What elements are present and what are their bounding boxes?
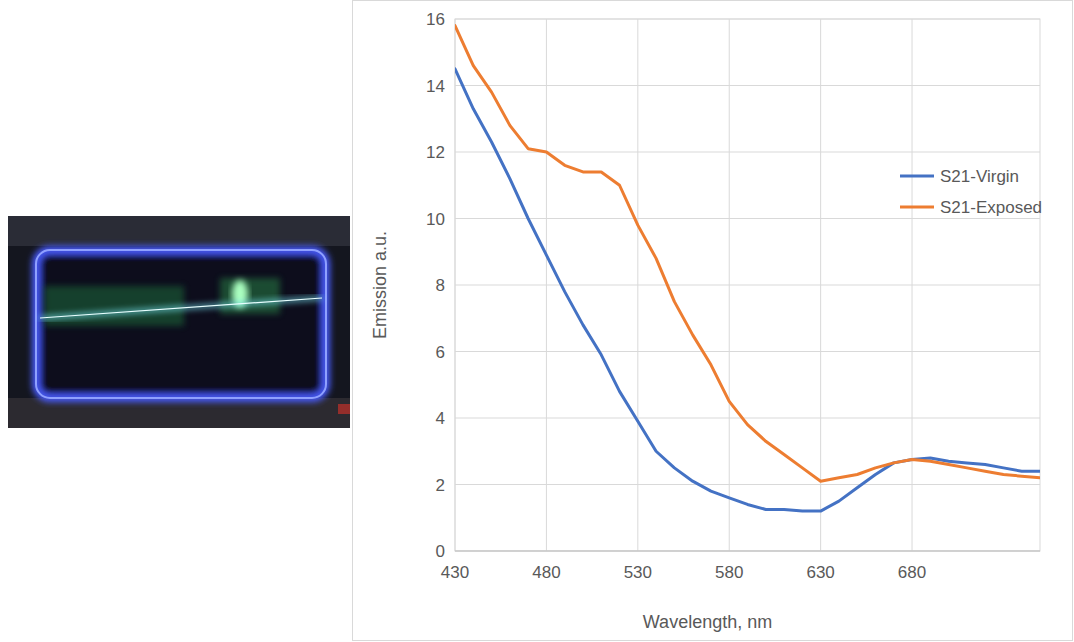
x-tick-label: 630 (806, 563, 834, 582)
y-grid-line (455, 85, 1040, 86)
photo-top (8, 216, 350, 246)
y-tick-label: 2 (436, 476, 445, 495)
y-tick-label: 0 (436, 542, 445, 561)
x-tick-label: 680 (898, 563, 926, 582)
x-axis-title: Wavelength, nm (643, 612, 772, 632)
x-grid-line (729, 19, 730, 551)
x-grid-line (820, 19, 821, 551)
y-tick-label: 14 (426, 77, 445, 96)
y-tick-label: 16 (426, 10, 445, 29)
y-grid-line (455, 418, 1040, 419)
y-tick-label: 6 (436, 343, 445, 362)
beam-line (40, 298, 322, 318)
chart-area (353, 1, 1073, 641)
red-light (338, 404, 350, 414)
series-line (455, 26, 1040, 482)
data-lines (455, 26, 1040, 511)
y-grid-line (455, 484, 1040, 485)
y-grid-line (455, 218, 1040, 219)
figure: 0 2 4 6 8 10 12 14 16 430 480 530 580 630 680 Wavelengt… (0, 0, 1074, 642)
photo-background (8, 216, 350, 428)
green-glow (44, 286, 184, 326)
legend-swatch (900, 175, 934, 178)
y-tick-label: 12 (426, 143, 445, 162)
beam-core (40, 298, 322, 318)
x-tick-label: 580 (715, 563, 743, 582)
photo-content (8, 216, 350, 428)
x-tick-label: 430 (441, 563, 469, 582)
glow-frame-core (36, 250, 326, 398)
green-glow-2 (220, 278, 280, 314)
y-tick-label: 8 (436, 276, 445, 295)
legend: S21-Virgin S21-Exposed (900, 167, 1042, 217)
x-grid-line (912, 19, 913, 551)
y-axis-title: Emission a.u. (370, 231, 390, 339)
legend-label: S21-Virgin (940, 167, 1019, 186)
x-tick-label: 530 (624, 563, 652, 582)
y-tick-label: 10 (426, 210, 445, 229)
legend-label: S21-Exposed (940, 198, 1042, 217)
y-grid-line (455, 351, 1040, 352)
sample-photo (8, 216, 350, 428)
x-grid-line (546, 19, 547, 551)
x-axis-line (455, 551, 1040, 552)
legend-swatch (900, 206, 934, 209)
series-line (455, 69, 1040, 511)
x-tick-label: 480 (532, 563, 560, 582)
y-grid-line (455, 285, 1040, 286)
photo-bottom (8, 398, 350, 428)
axes: 0 2 4 6 8 10 12 14 16 430 480 530 580 630 680 (426, 10, 1040, 582)
y-tick-label: 4 (436, 409, 445, 428)
y-grid-line (455, 551, 1040, 552)
plot-frame (455, 19, 1040, 551)
glow-frame (36, 250, 326, 398)
x-grid-line (637, 19, 638, 551)
